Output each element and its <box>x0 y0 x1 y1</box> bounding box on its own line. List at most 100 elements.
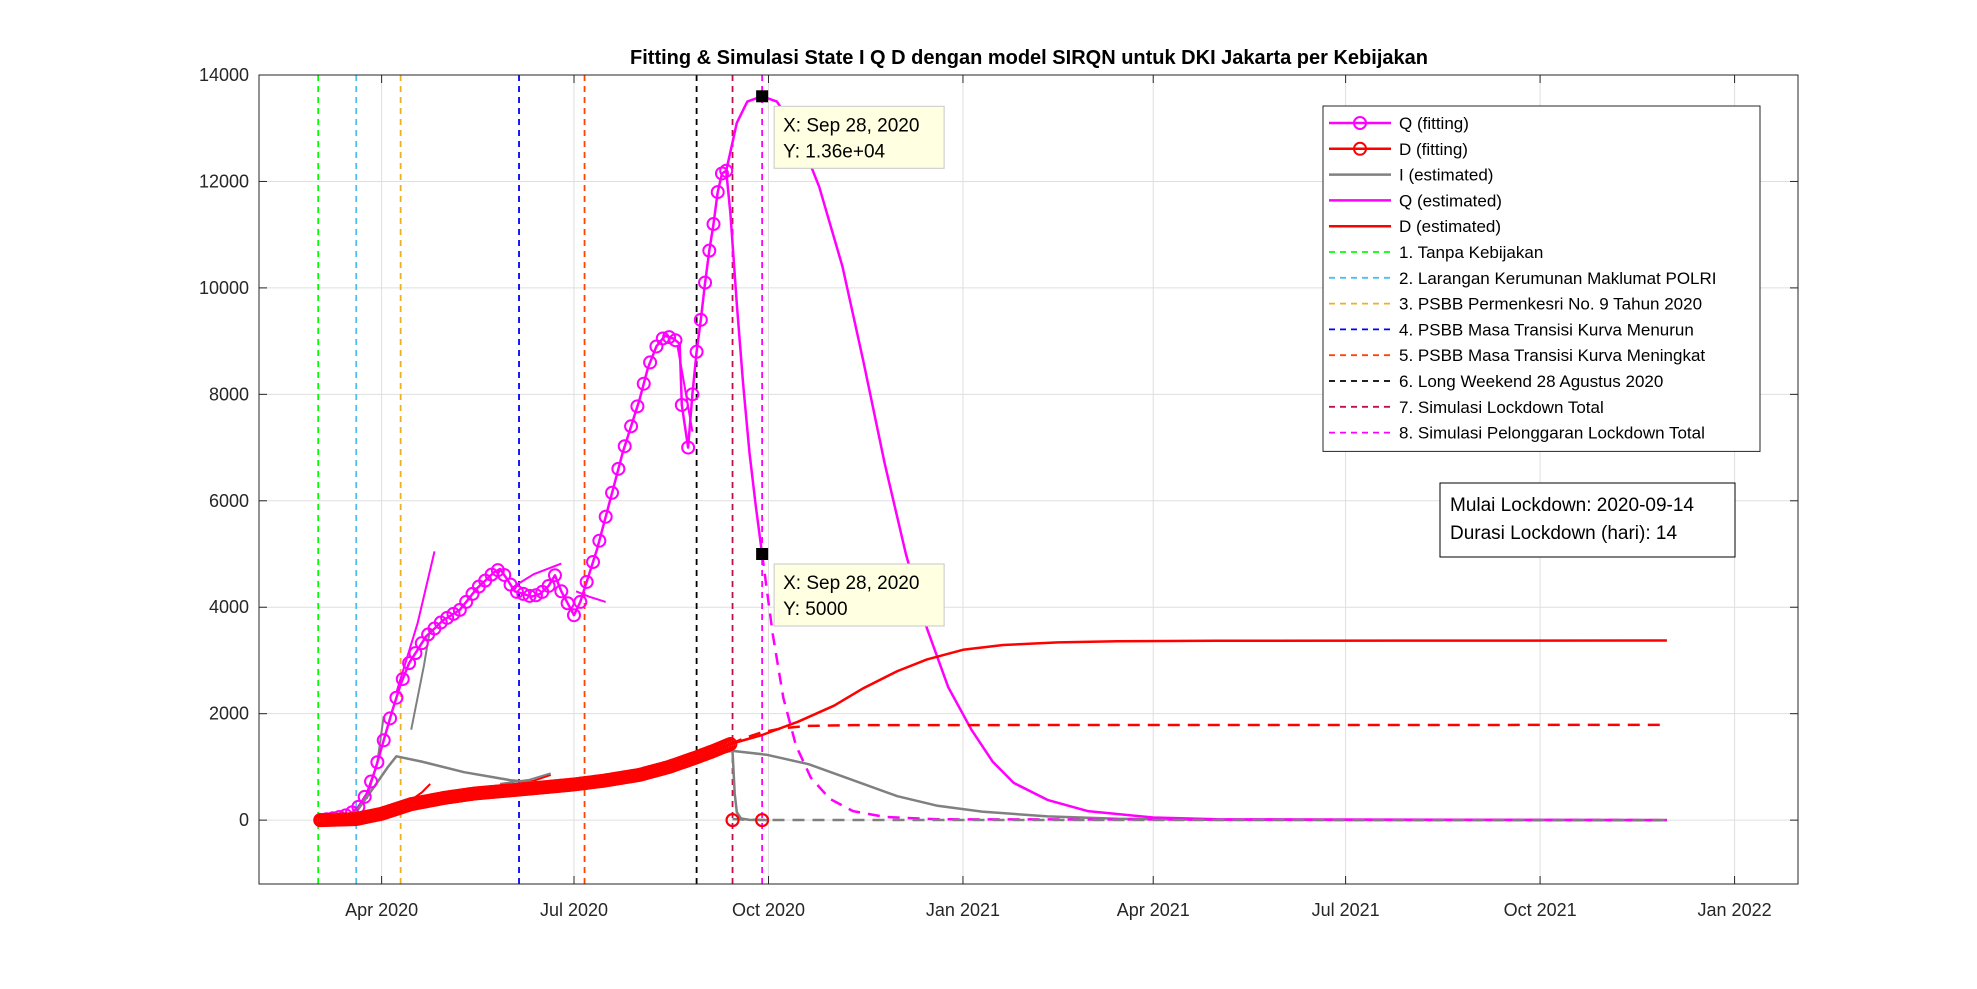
plot-frame <box>258 74 1799 885</box>
point-q-fitting <box>541 578 556 593</box>
point-q-fitting <box>685 387 700 402</box>
point-q-fitting <box>573 594 588 609</box>
point-q-fitting <box>364 774 379 789</box>
point-q-fitting <box>643 355 658 370</box>
point-q-fitting <box>566 608 581 623</box>
legend-label: D (fitting) <box>1399 140 1468 159</box>
y-tick-label: 4000 <box>209 597 249 617</box>
series-d-estimated <box>730 639 1667 746</box>
point-q-fitting <box>554 584 569 599</box>
point-d-fitting <box>723 737 738 752</box>
point-q-fitting <box>706 217 721 232</box>
legend-label: Q (fitting) <box>1399 114 1469 133</box>
legend-label: I (estimated) <box>1399 166 1493 185</box>
x-tick-label: Oct 2021 <box>1504 900 1577 920</box>
point-d-fitting <box>725 813 740 828</box>
legend-label: 8. Simulasi Pelonggaran Lockdown Total <box>1399 424 1705 443</box>
x-axis: Apr 2020 Jul 2020 Oct 2020 Jan 2021 Apr 2021… <box>345 75 1772 920</box>
y-axis: 0 2000 4000 6000 8000 10000 12000 14000 <box>199 65 1798 830</box>
y-tick-label: 0 <box>239 810 249 830</box>
legend-marker <box>1353 141 1367 156</box>
point-q-fitting <box>402 656 417 671</box>
fitting-segment <box>575 590 606 603</box>
chart-title: Fitting & Simulasi State I Q D dengan mo… <box>630 47 1428 69</box>
point-q-fitting <box>698 275 713 290</box>
point-q-fitting <box>497 567 512 582</box>
datatip-box <box>773 105 945 169</box>
point-q-fitting <box>702 243 717 258</box>
x-tick-label: Jul 2021 <box>1312 900 1380 920</box>
point-q-fitting <box>389 690 404 705</box>
point-q-fitting <box>668 333 683 348</box>
series-q-lockdown-simulation <box>760 553 1667 822</box>
point-q-fitting <box>522 588 537 603</box>
legend-label: Q (estimated) <box>1399 191 1502 210</box>
point-q-fitting <box>547 568 562 583</box>
point-q-fitting <box>605 485 620 500</box>
series-q-fitting <box>320 169 727 822</box>
datatip-marker <box>756 90 769 103</box>
point-q-fitting <box>509 584 524 599</box>
y-tick-label: 2000 <box>209 704 249 724</box>
series-d-lockdown-simulation <box>729 723 1667 746</box>
point-q-fitting <box>586 554 601 569</box>
y-tick-label: 6000 <box>209 491 249 511</box>
point-q-fitting <box>383 711 398 726</box>
datatip-marker <box>756 548 769 561</box>
point-q-fitting <box>693 312 708 327</box>
point-q-fitting <box>598 509 613 524</box>
x-tick-label: Jul 2020 <box>540 900 608 920</box>
point-q-fitting <box>357 789 372 804</box>
fitting-segment <box>395 551 436 693</box>
point-q-fitting <box>592 533 607 548</box>
x-tick-label: Apr 2021 <box>1117 900 1190 920</box>
datatip-box <box>773 563 945 627</box>
fitting-segment <box>499 772 551 785</box>
y-tick-label: 8000 <box>209 384 249 404</box>
y-tick-label: 14000 <box>199 65 249 85</box>
x-tick-label: Jan 2022 <box>1698 900 1772 920</box>
markers-layer <box>313 163 770 828</box>
point-q-fitting <box>617 439 632 454</box>
fitting-segment <box>514 562 562 587</box>
point-q-fitting <box>370 755 385 770</box>
point-q-fitting <box>579 574 594 589</box>
info-box-line1: Mulai Lockdown: 2020-09-14 <box>1450 495 1694 516</box>
point-d-fitting <box>755 813 770 828</box>
datatip-x-label: X: Sep 28, 2020 <box>783 115 919 136</box>
legend-label: 3. PSBB Permenkesri No. 9 Tahun 2020 <box>1399 295 1702 314</box>
legend-frame <box>1322 105 1761 452</box>
point-q-fitting <box>689 344 704 359</box>
point-q-fitting <box>636 376 651 391</box>
datatip-x-label: X: Sep 28, 2020 <box>783 573 919 594</box>
point-q-fitting <box>395 672 410 687</box>
info-box-frame <box>1439 482 1736 558</box>
info-box-line2: Durasi Lockdown (hari): 14 <box>1450 523 1677 544</box>
info-box: Mulai Lockdown: 2020-09-14 Durasi Lockdo… <box>1439 482 1736 558</box>
x-tick-label: Apr 2020 <box>345 900 418 920</box>
x-tick-label: Jan 2021 <box>926 900 1000 920</box>
point-q-fitting <box>674 397 689 412</box>
y-tick-label: 10000 <box>199 278 249 298</box>
x-tick-label: Oct 2020 <box>732 900 805 920</box>
series-q-lockdown-drop <box>724 170 764 555</box>
legend-label: 4. PSBB Masa Transisi Kurva Menurun <box>1399 320 1694 339</box>
legend-marker <box>1353 116 1367 130</box>
legend-label: 7. Simulasi Lockdown Total <box>1399 398 1604 417</box>
legend-label: D (estimated) <box>1399 217 1501 236</box>
point-q-fitting <box>376 733 391 748</box>
y-tick-label: 12000 <box>199 171 249 191</box>
legend: Q (fitting) D (fitting) I (estimated) Q (es… <box>1322 105 1761 452</box>
legend-label: 5. PSBB Masa Transisi Kurva Meningkat <box>1399 346 1705 365</box>
datatips: X: Sep 28, 2020 Y: 1.36e+04 X: Sep 28, 202… <box>756 90 945 627</box>
point-q-fitting <box>611 461 626 476</box>
point-q-fitting <box>681 440 696 455</box>
point-q-fitting <box>719 163 734 178</box>
legend-label: 6. Long Weekend 28 Agustus 2020 <box>1399 372 1663 391</box>
point-q-fitting <box>710 185 725 200</box>
datatip-y-label: Y: 1.36e+04 <box>783 141 885 162</box>
point-q-fitting <box>408 646 423 661</box>
legend-label: 2. Larangan Kerumunan Maklumat POLRI <box>1399 269 1717 288</box>
legend-label: 1. Tanpa Kebijakan <box>1399 243 1543 262</box>
